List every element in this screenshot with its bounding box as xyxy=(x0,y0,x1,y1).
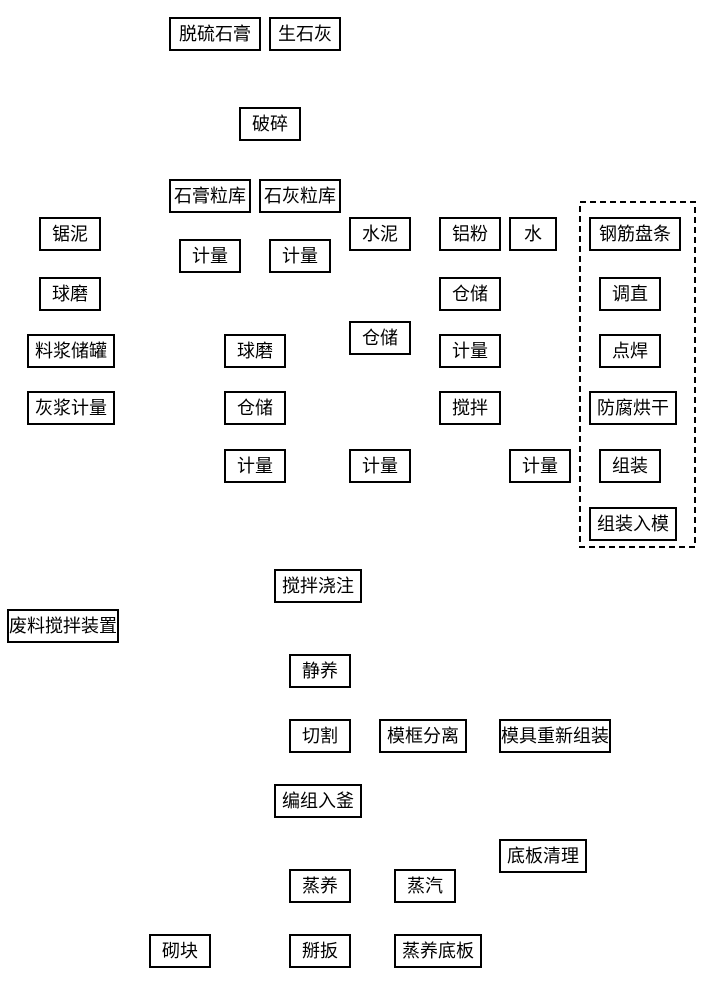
node-label-n_cut: 切割 xyxy=(302,726,338,746)
node-label-n_slurry: 料浆储罐 xyxy=(35,341,107,361)
node-label-n_rest: 静养 xyxy=(302,661,338,681)
node-label-n_meas_l: 计量 xyxy=(282,246,318,266)
node-label-n_gypsum: 脱硫石膏 xyxy=(179,23,251,44)
node-label-n_steam: 蒸汽 xyxy=(407,876,443,896)
node-label-n_ballmill_m: 球磨 xyxy=(237,341,273,361)
node-label-n_straight: 调直 xyxy=(612,284,648,304)
node-label-n_store_m: 仓储 xyxy=(237,398,273,418)
node-label-n_alpow: 铝粉 xyxy=(452,224,488,244)
node-label-n_store_c: 仓储 xyxy=(362,328,398,348)
node-label-n_meas_w: 计量 xyxy=(522,456,558,476)
node-label-n_group: 编组入釜 xyxy=(282,791,354,811)
node-label-n_ashmeas: 灰浆计量 xyxy=(35,398,107,418)
node-label-n_baseclean: 底板清理 xyxy=(507,846,579,866)
node-label-n_ballmill_s: 球磨 xyxy=(52,284,88,304)
node-label-n_lime: 生石灰 xyxy=(278,24,332,44)
node-label-n_cement: 水泥 xyxy=(362,224,398,244)
node-label-n_break: 掰扳 xyxy=(302,941,338,961)
rebar-branch-group xyxy=(580,202,695,547)
node-label-n_wastemix: 废料搅拌装置 xyxy=(9,616,117,636)
node-label-n_remold: 模具重新组装 xyxy=(501,726,609,746)
node-label-n_water: 水 xyxy=(524,224,542,244)
node-label-n_assmold: 组装入模 xyxy=(597,514,669,534)
node-label-n_pour: 搅拌浇注 xyxy=(282,576,354,596)
node-label-n_sawmud: 锯泥 xyxy=(52,224,88,244)
node-label-n_assemble: 组装 xyxy=(612,456,648,476)
node-label-n_curebase: 蒸养底板 xyxy=(402,941,474,961)
node-label-n_block: 砌块 xyxy=(162,941,198,961)
node-label-n_meas_g: 计量 xyxy=(192,246,228,266)
node-label-n_gypbin: 石膏粒库 xyxy=(174,185,246,206)
node-label-n_framesep: 模框分离 xyxy=(387,726,459,746)
node-label-n_meas_m: 计量 xyxy=(237,456,273,476)
node-label-n_rebar: 钢筋盘条 xyxy=(599,224,671,244)
node-label-n_meas_al: 计量 xyxy=(452,341,488,361)
node-label-n_steamcure: 蒸养 xyxy=(302,876,338,896)
node-label-n_meas_c: 计量 xyxy=(362,456,398,476)
node-label-n_crush: 破碎 xyxy=(252,114,288,134)
node-label-n_store_al: 仓储 xyxy=(452,284,488,304)
node-label-n_mix_al: 搅拌 xyxy=(452,398,488,418)
node-label-n_dry: 防腐烘干 xyxy=(597,398,669,418)
node-label-n_limebin: 石灰粒库 xyxy=(264,186,336,206)
node-label-n_spot: 点焊 xyxy=(612,341,648,361)
